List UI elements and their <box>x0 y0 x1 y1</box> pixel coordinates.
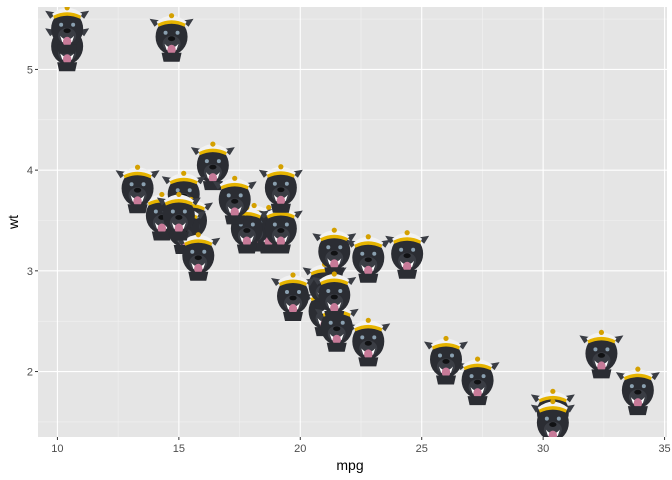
y-axis-title: wt <box>5 215 21 230</box>
x-tick-label: 35 <box>658 443 670 455</box>
x-tick-label: 30 <box>537 443 549 455</box>
y-tick-label: 3 <box>27 266 33 278</box>
y-tick-label: 4 <box>27 165 33 177</box>
dog-marker-point <box>530 398 575 437</box>
plot-panel <box>38 7 667 437</box>
x-tick-label: 25 <box>416 443 428 455</box>
y-tick-label: 2 <box>27 367 33 379</box>
x-axis-title: mpg <box>336 457 363 473</box>
x-tick-label: 20 <box>294 443 306 455</box>
x-tick-label: 10 <box>51 443 63 455</box>
minor-gridlines <box>38 7 667 437</box>
y-axis: 2 3 4 5 <box>27 64 38 379</box>
y-tick-label: 5 <box>27 64 33 76</box>
x-axis: 10 15 20 25 30 35 <box>51 437 671 455</box>
x-tick-label: 15 <box>173 443 185 455</box>
